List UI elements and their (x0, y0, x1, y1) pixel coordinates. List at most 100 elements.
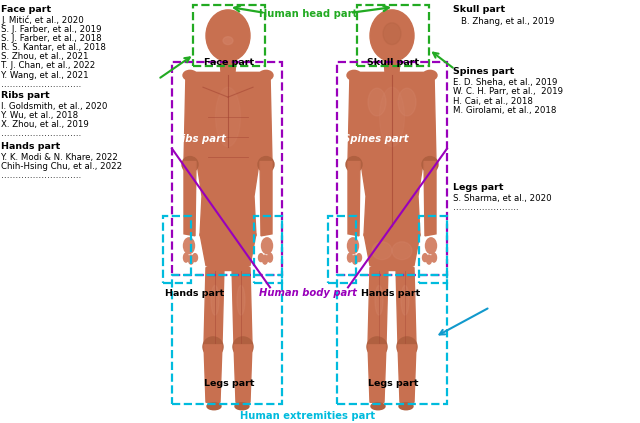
Ellipse shape (184, 253, 189, 262)
Text: Hands part: Hands part (165, 289, 225, 298)
Circle shape (182, 157, 198, 173)
Text: Y. Wang, et al., 2021: Y. Wang, et al., 2021 (1, 71, 88, 80)
Text: Y. Wu, et al., 2018: Y. Wu, et al., 2018 (1, 111, 78, 120)
Polygon shape (258, 72, 272, 162)
Text: J. Mitić, et al., 2020: J. Mitić, et al., 2020 (1, 16, 84, 25)
Circle shape (233, 337, 253, 357)
Ellipse shape (375, 286, 383, 315)
Polygon shape (422, 72, 436, 162)
Text: H. Cai, et al., 2018: H. Cai, et al., 2018 (453, 96, 533, 105)
Ellipse shape (262, 238, 273, 254)
Text: X. Zhou, et al., 2019: X. Zhou, et al., 2019 (1, 120, 89, 129)
Text: S. Sharma, et al., 2020: S. Sharma, et al., 2020 (453, 194, 552, 203)
Bar (337, 63, 447, 275)
Polygon shape (364, 234, 420, 271)
Text: E. D. Sheha, et al., 2019: E. D. Sheha, et al., 2019 (453, 78, 557, 87)
Bar (357, 5, 429, 66)
Text: R. S. Kantar, et al., 2018: R. S. Kantar, et al., 2018 (1, 43, 106, 52)
Polygon shape (184, 162, 196, 236)
Ellipse shape (380, 87, 404, 147)
Text: Face part: Face part (1, 5, 51, 14)
Ellipse shape (262, 255, 268, 264)
Polygon shape (398, 345, 416, 402)
Text: Human body part: Human body part (259, 288, 357, 298)
Polygon shape (368, 268, 388, 345)
Polygon shape (260, 162, 272, 236)
Polygon shape (396, 268, 416, 345)
Text: Human extremities part: Human extremities part (241, 411, 376, 421)
Text: Human head part: Human head part (259, 9, 357, 19)
Polygon shape (204, 345, 222, 402)
Circle shape (422, 157, 438, 173)
Text: T. J. Chan, et al., 2022: T. J. Chan, et al., 2022 (1, 61, 95, 71)
Text: M. Girolami, et al., 2018: M. Girolami, et al., 2018 (453, 106, 556, 115)
Ellipse shape (184, 238, 195, 254)
Ellipse shape (259, 254, 264, 261)
Ellipse shape (371, 403, 385, 410)
Polygon shape (200, 234, 256, 271)
Ellipse shape (372, 242, 392, 260)
Text: Skull part: Skull part (453, 5, 505, 14)
Ellipse shape (398, 88, 416, 116)
Text: Hands part: Hands part (362, 289, 420, 298)
Polygon shape (220, 60, 236, 72)
Text: ……………………….: ………………………. (1, 129, 81, 138)
Text: S. Zhou, et al., 2021: S. Zhou, et al., 2021 (1, 52, 88, 61)
Ellipse shape (223, 37, 233, 44)
Ellipse shape (193, 254, 198, 261)
Bar (172, 63, 282, 275)
Bar (328, 216, 356, 283)
Ellipse shape (216, 87, 241, 147)
Text: Spines part: Spines part (453, 67, 515, 77)
Text: Legs part: Legs part (204, 379, 254, 387)
Ellipse shape (399, 403, 413, 410)
Polygon shape (368, 345, 386, 402)
Circle shape (367, 337, 387, 357)
Ellipse shape (383, 23, 401, 44)
Text: Skull part: Skull part (367, 58, 419, 67)
Bar (163, 216, 191, 283)
Ellipse shape (356, 254, 362, 261)
Ellipse shape (370, 10, 414, 61)
Circle shape (203, 337, 223, 357)
Ellipse shape (207, 403, 221, 410)
Text: B. Zhang, et al., 2019: B. Zhang, et al., 2019 (461, 17, 554, 26)
Bar (193, 5, 265, 66)
Ellipse shape (206, 10, 250, 61)
Ellipse shape (431, 253, 436, 262)
Text: ……………………….: ………………………. (1, 171, 81, 180)
Circle shape (258, 157, 274, 173)
Polygon shape (232, 268, 252, 345)
Text: Ribs part: Ribs part (174, 134, 226, 144)
Text: Face part: Face part (204, 58, 254, 67)
Ellipse shape (348, 253, 353, 262)
Ellipse shape (368, 88, 386, 116)
Circle shape (346, 157, 362, 173)
Text: …………………..: ………………….. (453, 203, 518, 212)
Text: I. Goldsmith, et al., 2020: I. Goldsmith, et al., 2020 (1, 102, 108, 111)
Polygon shape (186, 72, 270, 236)
Ellipse shape (426, 255, 431, 264)
Ellipse shape (235, 403, 249, 410)
Text: Legs part: Legs part (453, 183, 504, 192)
Text: Legs part: Legs part (368, 379, 419, 387)
Ellipse shape (353, 255, 358, 264)
Polygon shape (204, 268, 224, 345)
Ellipse shape (401, 286, 409, 315)
Text: S. J. Farber, et al., 2019: S. J. Farber, et al., 2019 (1, 25, 102, 34)
Polygon shape (350, 72, 434, 236)
Ellipse shape (423, 70, 437, 80)
Text: W. C. H. Parr, et al.,  2019: W. C. H. Parr, et al., 2019 (453, 88, 563, 96)
Polygon shape (384, 60, 400, 72)
Polygon shape (348, 72, 362, 162)
Text: Spines part: Spines part (343, 134, 409, 144)
Ellipse shape (392, 242, 412, 260)
Ellipse shape (347, 70, 361, 80)
Ellipse shape (237, 286, 245, 315)
Bar (254, 216, 282, 283)
Text: Chih-Hsing Chu, et al., 2022: Chih-Hsing Chu, et al., 2022 (1, 162, 122, 171)
Text: Hands part: Hands part (1, 142, 60, 151)
Text: Y. K. Modi & N. Khare, 2022: Y. K. Modi & N. Khare, 2022 (1, 153, 118, 162)
Bar (419, 216, 447, 283)
Text: S. J. Farber, et al., 2018: S. J. Farber, et al., 2018 (1, 34, 102, 43)
